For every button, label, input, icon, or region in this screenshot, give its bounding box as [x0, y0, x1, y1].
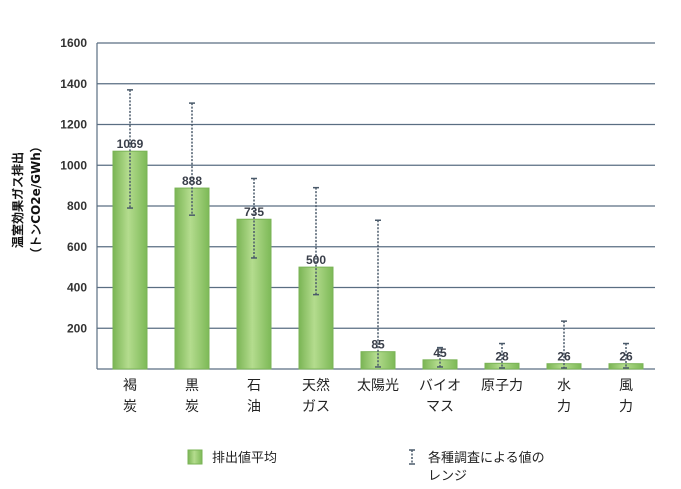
- category-label: 力: [557, 399, 571, 415]
- y-axis-label-line2: （トンCO2e/GWh）: [28, 140, 43, 260]
- bar-value-label: 26: [557, 350, 571, 364]
- legend-bar-label: 排出値平均: [212, 450, 277, 466]
- legend-range-label-line1: 各種調査による値の: [428, 450, 545, 466]
- bar: [112, 150, 148, 370]
- category-label: 黒: [185, 378, 199, 394]
- legend: 排出値平均 各種調査による値の レンジ: [187, 449, 545, 484]
- y-tick-label: 800: [67, 199, 87, 213]
- category-label: 原子力: [481, 378, 523, 394]
- bar-value-label: 85: [371, 338, 385, 352]
- legend-bar-swatch: [187, 449, 203, 465]
- category-label: バイオ: [419, 378, 461, 394]
- category-label: 太陽光: [357, 378, 399, 394]
- category-label: 天然: [302, 377, 330, 394]
- y-tick-label: 200: [67, 321, 87, 335]
- bar: [236, 218, 272, 370]
- category-label: 炭: [185, 399, 199, 415]
- category-label: マス: [426, 399, 454, 415]
- category-label: 褐: [123, 378, 137, 394]
- bar-value-label: 1069: [117, 137, 144, 151]
- bar-value-label: 500: [306, 253, 326, 267]
- y-tick-label: 400: [67, 281, 87, 295]
- category-label: 水: [557, 378, 571, 394]
- bar-value-label: 888: [182, 174, 202, 188]
- legend-range-label-line2: レンジ: [428, 469, 467, 484]
- y-tick-labels: 200 400 600 800 1000 1200 1400 1600: [60, 36, 87, 335]
- bars: [112, 150, 644, 370]
- category-label: 風: [619, 378, 633, 394]
- category-label: 石: [247, 378, 261, 394]
- y-tick-label: 1000: [60, 158, 87, 172]
- category-label: ガス: [302, 399, 330, 415]
- bar-value-label: 28: [495, 349, 509, 363]
- y-tick-label: 1200: [60, 118, 87, 132]
- legend-range-icon: [409, 449, 415, 465]
- bar-value-label: 26: [619, 350, 633, 364]
- y-tick-label: 1600: [60, 36, 87, 50]
- y-tick-label: 600: [67, 240, 87, 254]
- bar-value-labels: 1069 888 735 500 85 45 28 26 26: [117, 137, 633, 364]
- bar-value-label: 45: [433, 346, 447, 360]
- bar-value-label: 735: [244, 205, 264, 219]
- category-label: 油: [247, 399, 261, 415]
- y-axis-label-line1: 温室効果ガス排出: [10, 152, 25, 248]
- y-tick-label: 1400: [60, 77, 87, 91]
- category-label: 力: [619, 399, 633, 415]
- category-label: 炭: [123, 399, 137, 415]
- range-bars: [127, 89, 629, 369]
- bar: [174, 187, 210, 370]
